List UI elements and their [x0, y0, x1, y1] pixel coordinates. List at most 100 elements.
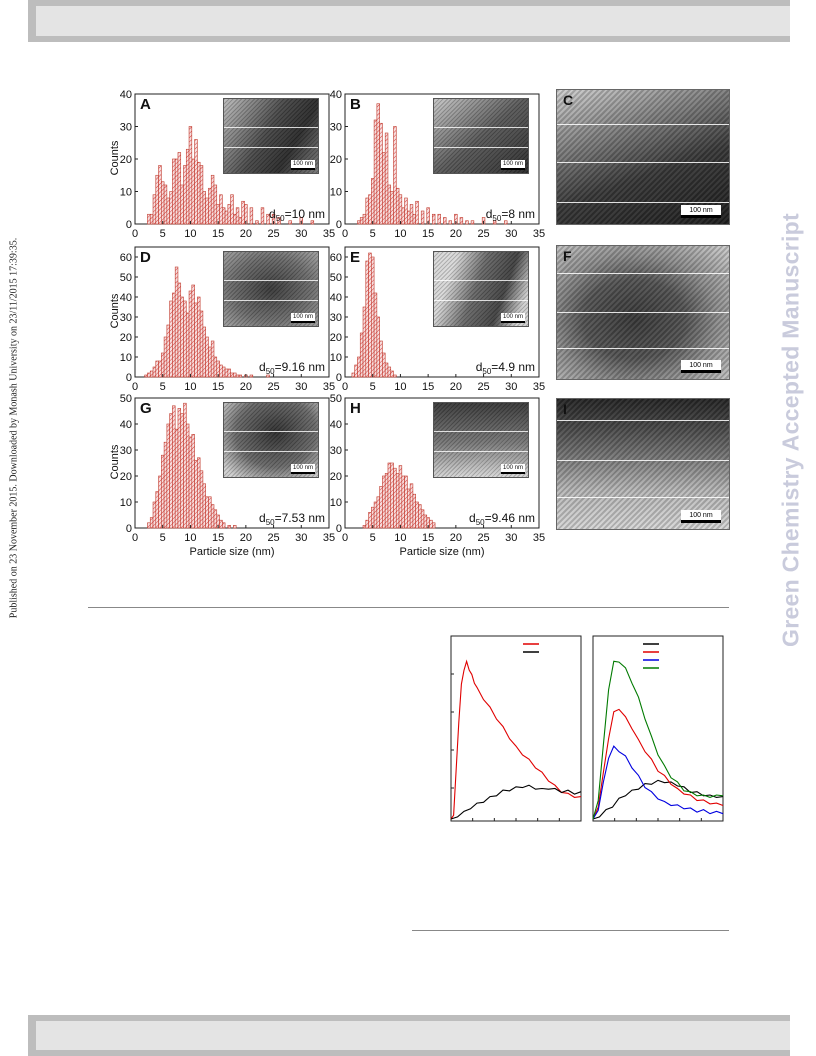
histogram-bar — [241, 200, 245, 225]
panel-letter: E — [350, 249, 360, 266]
x-tick-label: 20 — [450, 228, 462, 240]
scale-bar: 100 nm — [681, 360, 721, 373]
histogram-bar — [188, 290, 193, 378]
y-tick-label: 40 — [330, 419, 342, 431]
x-tick-label: 25 — [477, 532, 489, 544]
x-tick-label: 35 — [323, 381, 335, 393]
x-tick-label: 0 — [342, 381, 348, 393]
y-tick-label: 0 — [336, 219, 342, 231]
y-tick-label: 30 — [120, 445, 132, 457]
histogram-bar — [418, 504, 422, 529]
histogram-bar — [147, 213, 151, 225]
histogram-bar — [235, 207, 240, 225]
histogram-bar — [177, 152, 182, 225]
histogram-bar — [169, 300, 173, 378]
histogram-bar — [351, 372, 355, 378]
histogram-bar — [166, 197, 170, 225]
panel-letter-c: C — [563, 92, 574, 108]
x-tick-label: 25 — [267, 532, 279, 544]
y-tick-label: 0 — [126, 219, 132, 231]
tem-image-c: C 100 nm — [556, 89, 730, 225]
histogram-bar — [249, 374, 254, 378]
histogram-bar — [362, 525, 367, 529]
histogram-bar — [213, 356, 218, 378]
x-tick-label: 15 — [212, 381, 224, 393]
histogram-bar — [208, 187, 212, 225]
histogram-bar — [465, 220, 469, 225]
histogram-bar — [144, 374, 148, 378]
histogram-bar — [191, 434, 195, 529]
histogram-bar — [172, 158, 176, 225]
histogram-bar — [185, 148, 190, 225]
x-tick-label: 10 — [184, 381, 196, 393]
histogram-bar — [238, 217, 243, 225]
y-tick-label: 20 — [120, 471, 132, 483]
histogram-bar — [230, 194, 234, 225]
histogram-bar — [401, 475, 405, 529]
x-tick-label: 15 — [212, 532, 224, 544]
histogram-bar — [407, 210, 411, 225]
histogram-bar — [177, 408, 182, 529]
histogram-bar — [227, 204, 231, 225]
y-tick-label: 10 — [120, 352, 132, 364]
histogram-bar — [393, 467, 397, 529]
histogram-bar — [191, 284, 195, 378]
x-tick-label: 25 — [477, 228, 489, 240]
histogram-bar — [202, 326, 206, 378]
y-tick-label: 10 — [330, 497, 342, 509]
inset-tem-image: 100 nm — [433, 402, 529, 478]
y-tick-label: 0 — [336, 523, 342, 535]
histogram-bar — [155, 174, 159, 225]
y-axis-label: Counts — [109, 293, 121, 328]
histogram-bar — [420, 210, 425, 225]
x-tick-label: 10 — [394, 381, 406, 393]
d50-label: d50=10 nm — [269, 207, 325, 223]
histogram-bar — [219, 519, 223, 529]
histogram-bar — [155, 360, 159, 378]
histogram-bar — [205, 197, 209, 225]
histogram-bar — [459, 217, 464, 225]
x-tick-label: 20 — [240, 228, 252, 240]
y-tick-label: 50 — [330, 272, 342, 284]
histogram-bar — [412, 213, 416, 225]
y-tick-label: 20 — [330, 471, 342, 483]
y-tick-label: 0 — [336, 372, 342, 384]
histogram-bar — [227, 368, 231, 378]
histogram-bar — [420, 509, 425, 529]
figure-separator-rule — [88, 607, 729, 608]
x-tick-label: 15 — [422, 532, 434, 544]
histogram-bar — [238, 374, 243, 378]
histogram-bar — [277, 217, 281, 225]
x-tick-label: 25 — [267, 228, 279, 240]
page-footer-band — [28, 1015, 790, 1056]
tem-image-i: I 100 nm — [556, 398, 730, 530]
histogram-bar — [183, 402, 187, 529]
histogram-bar — [158, 165, 162, 225]
x-tick-label: 0 — [132, 228, 138, 240]
histogram-bar — [149, 370, 154, 378]
scale-bar: 100 nm — [500, 464, 525, 474]
histogram-bar — [255, 220, 259, 225]
x-tick-label: 10 — [394, 228, 406, 240]
inset-tem-image: 100 nm — [223, 98, 319, 174]
scale-bar: 100 nm — [500, 160, 525, 170]
histogram-bar — [197, 161, 201, 225]
histogram-bar — [379, 122, 383, 225]
histogram-bar — [398, 194, 403, 225]
histogram-bar — [177, 282, 182, 378]
y-tick-label: 30 — [330, 445, 342, 457]
histogram-bar — [161, 352, 165, 378]
y-tick-label: 50 — [120, 393, 132, 405]
histogram-bar — [365, 519, 369, 529]
histogram-bar — [197, 296, 201, 378]
y-tick-label: 10 — [120, 497, 132, 509]
histogram-bar — [174, 158, 179, 225]
histogram-bar — [404, 475, 408, 529]
histogram-bar — [376, 316, 380, 378]
d50-label: d50=9.16 nm — [259, 360, 325, 376]
histogram-bar — [379, 486, 383, 529]
x-tick-label: 15 — [422, 381, 434, 393]
